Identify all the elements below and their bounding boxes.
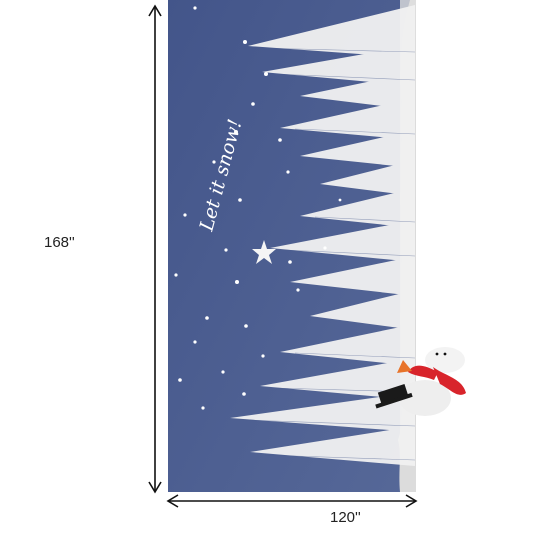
width-dimension-arrow — [166, 494, 418, 508]
snowflakes — [174, 6, 342, 410]
height-dimension-arrow — [148, 4, 162, 494]
height-label: 168'' — [44, 234, 75, 251]
star-icon — [252, 240, 276, 264]
width-label: 120'' — [330, 509, 361, 526]
snowman-icon — [375, 347, 466, 416]
rug: Let it snow! — [168, 0, 466, 492]
